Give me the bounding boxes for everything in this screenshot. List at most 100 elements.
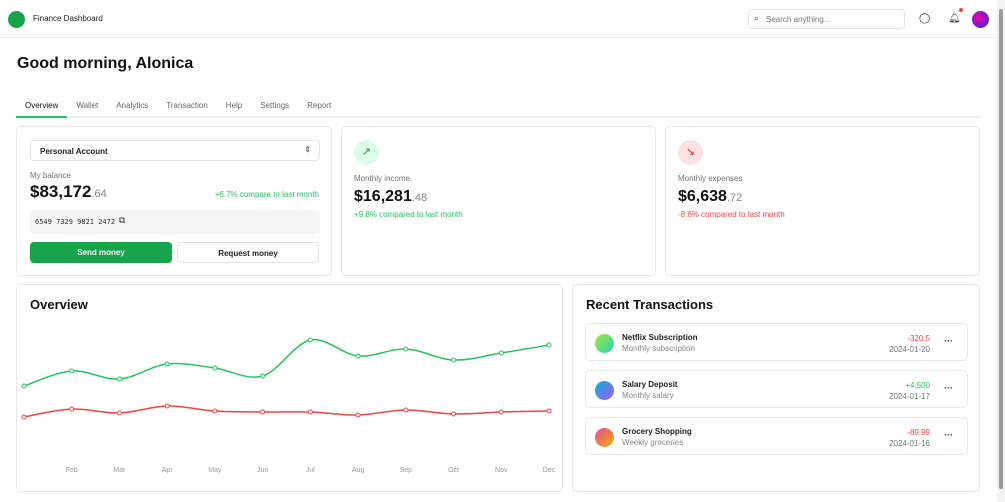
overview-chart-card: Overview Feb Mar Apr May Jun Jul Aug Sep Oct Nov D… [16,284,563,492]
trending-down-icon: ↘ [678,140,703,165]
transaction-item[interactable]: Netflix Subscription Monthly subscriptio… [585,323,968,361]
data-point-income[interactable] [546,342,552,348]
notification-dot [959,8,963,12]
data-point-income[interactable] [498,350,504,356]
x-tick-label: Nov [495,467,508,474]
copy-icon[interactable]: ⧉ [119,216,126,226]
x-tick-label: Feb [66,467,78,474]
search-icon: ⌕ [754,13,760,23]
data-point-expenses[interactable] [355,412,361,418]
avatar[interactable] [972,11,989,28]
transaction-description: Monthly salary [622,391,674,400]
more-options-icon[interactable]: ··· [944,383,953,393]
data-point-expenses[interactable] [212,408,218,414]
expenses-card: ↘ Monthly expenses $6,638.72 -8.6% compa… [665,126,980,276]
transaction-amount: -320.5 [907,334,930,343]
logo [8,11,25,28]
data-point-income[interactable] [21,383,27,389]
data-point-expenses[interactable] [69,406,75,412]
x-tick-label: Jul [306,467,315,474]
expenses-delta: -8.6% compared to last month [678,210,785,219]
bell-icon[interactable]: 🔔︎ [948,13,961,24]
balance-label: My balance [30,171,71,180]
data-point-income[interactable] [307,337,313,343]
transaction-icon [595,381,614,400]
transactions-card: Recent Transactions Netflix Subscription… [572,284,980,492]
data-point-income[interactable] [69,368,75,374]
income-card: ↗ Monthly income $16,281.48 +9.8% compar… [341,126,656,276]
transaction-date: 2024-01-16 [889,439,930,448]
search-placeholder: Search anything... [766,15,831,24]
tab-overview[interactable]: Overview [16,99,68,118]
data-point-expenses[interactable] [546,408,552,414]
chat-icon[interactable]: ◯ [919,13,931,24]
series-line-income [23,338,550,387]
request-money-button[interactable]: Request money [177,242,319,263]
data-point-income[interactable] [355,353,361,359]
transaction-description: Monthly subscription [622,344,695,353]
data-point-income[interactable] [403,346,409,352]
transactions-title: Recent Transactions [586,297,714,312]
expenses-label: Monthly expenses [678,174,743,183]
account-select[interactable]: Personal Account ⇕ [30,140,320,161]
more-options-icon[interactable]: ··· [944,336,953,346]
data-point-expenses[interactable] [21,414,27,420]
scrollbar-thumb[interactable] [999,9,1003,489]
scrollbar[interactable] [997,0,1005,502]
tab-settings[interactable]: Settings [260,101,290,110]
data-point-income[interactable] [260,373,266,379]
card-number: 6549 7329 9821 2472 [35,218,116,226]
x-tick-label: Apr [162,467,174,474]
card-number-box: 6549 7329 9821 2472 ⧉ [30,210,320,234]
brand-name: Finance Dashboard [33,14,103,23]
top-bar: Finance Dashboard ⌕ Search anything... ◯ … [0,0,997,38]
data-point-income[interactable] [451,357,457,363]
transaction-item[interactable]: Grocery Shopping Weekly groceries -89.99… [585,417,968,455]
balance-card: Personal Account ⇕ My balance $83,172.64 … [16,126,332,276]
balance-cents: .64 [91,188,107,200]
data-point-income[interactable] [116,376,122,382]
income-label: Monthly income [354,174,411,183]
data-point-income[interactable] [212,365,218,371]
x-tick-label: Jun [257,467,268,474]
transaction-date: 2024-01-17 [889,392,930,401]
transaction-name: Grocery Shopping [622,427,692,436]
data-point-expenses[interactable] [116,410,122,416]
chart-title: Overview [30,297,88,312]
transaction-name: Netflix Subscription [622,333,698,342]
chevron-updown-icon: ⇕ [304,145,311,154]
transaction-name: Salary Deposit [622,380,678,389]
trending-up-icon: ↗ [354,140,379,165]
data-point-expenses[interactable] [451,411,457,417]
income-delta: +9.8% compared to last month [354,210,463,219]
data-point-income[interactable] [164,361,170,367]
transaction-description: Weekly groceries [622,438,684,447]
income-whole: $16,281 [354,188,412,205]
series-line-expenses [23,405,550,418]
tab-wallet[interactable]: Wallet [76,101,99,110]
send-money-button[interactable]: Send money [30,242,172,263]
data-point-expenses[interactable] [403,407,409,413]
page-title: Good morning, Alonica [17,55,194,72]
data-point-expenses[interactable] [307,409,313,415]
search-input[interactable]: ⌕ Search anything... [748,9,905,29]
transaction-icon [595,428,614,447]
tab-help[interactable]: Help [225,101,243,110]
expenses-cents: .72 [726,192,743,204]
account-select-value: Personal Account [40,147,108,156]
line-chart: Feb Mar Apr May Jun Jul Aug Sep Oct Nov Dec [21,337,556,474]
expenses-whole: $6,638 [678,188,727,205]
data-point-expenses[interactable] [260,409,266,415]
tab-report[interactable]: Report [307,101,332,110]
income-cents: .48 [411,192,428,204]
data-point-expenses[interactable] [164,403,170,409]
transaction-amount: +4,500 [905,381,930,390]
more-options-icon[interactable]: ··· [944,430,953,440]
x-tick-label: Aug [352,467,365,474]
x-tick-label: Dec [543,467,556,474]
tab-transaction[interactable]: Transaction [166,101,208,110]
balance-amount: $83,172.64 [30,182,107,202]
tab-analytics[interactable]: Analytics [116,101,149,110]
data-point-expenses[interactable] [498,409,504,415]
transaction-item[interactable]: Salary Deposit Monthly salary +4,500 202… [585,370,968,408]
